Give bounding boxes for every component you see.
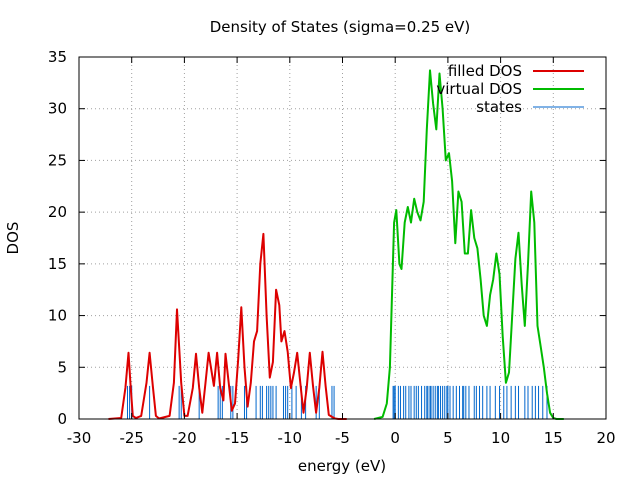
filled-dos-line xyxy=(108,232,347,420)
x-tick-label: 20 xyxy=(596,429,615,447)
y-tick-label: 35 xyxy=(48,48,67,66)
legend-label-filled: filled DOS xyxy=(448,62,522,80)
legend-label-virtual: virtual DOS xyxy=(436,80,522,98)
x-tick-label: -5 xyxy=(335,429,350,447)
x-tick-label: -10 xyxy=(278,429,303,447)
legend-label-states: states xyxy=(476,98,522,116)
y-axis-label: DOS xyxy=(4,222,22,255)
legend: filled DOS virtual DOS states xyxy=(436,62,584,116)
x-tick-label: 10 xyxy=(491,429,510,447)
y-tick-label: 5 xyxy=(57,358,67,376)
y-tick-label: 20 xyxy=(48,203,67,221)
x-tick-label: 5 xyxy=(443,429,453,447)
axis-ticks: -30 -25 -20 -15 -10 -5 0 5 10 15 20 0 5 10 15 20 25 30 35 xyxy=(48,48,616,447)
grid xyxy=(79,57,606,419)
y-tick-label: 10 xyxy=(48,307,67,325)
y-tick-label: 15 xyxy=(48,255,67,273)
series-lines xyxy=(108,69,564,420)
x-tick-label: -20 xyxy=(172,429,197,447)
x-tick-label: 15 xyxy=(544,429,563,447)
y-tick-label: 30 xyxy=(48,100,67,118)
chart-title: Density of States (sigma=0.25 eV) xyxy=(210,18,471,36)
x-tick-label: 0 xyxy=(390,429,400,447)
x-axis-label: energy (eV) xyxy=(298,457,386,475)
x-tick-label: -25 xyxy=(119,429,144,447)
virtual-dos-line xyxy=(373,69,564,420)
y-tick-label: 25 xyxy=(48,151,67,169)
y-tick-label: 0 xyxy=(57,410,67,428)
states-ticks xyxy=(126,385,548,419)
x-tick-label: -30 xyxy=(67,429,92,447)
x-tick-label: -15 xyxy=(225,429,250,447)
